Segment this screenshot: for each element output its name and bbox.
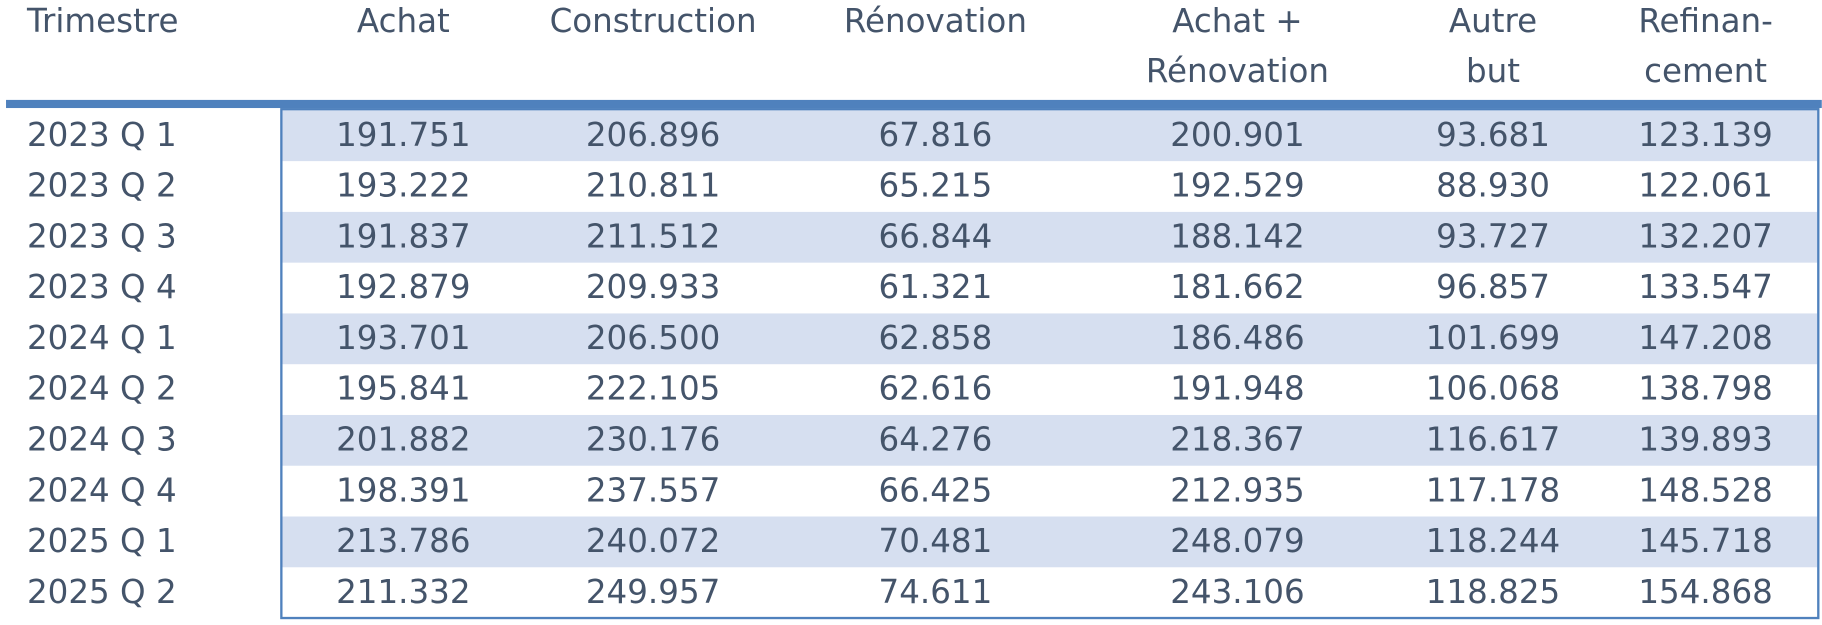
cell: 145.718 bbox=[1638, 522, 1772, 560]
cell: 122.061 bbox=[1638, 167, 1772, 205]
cell: 230.176 bbox=[586, 421, 720, 459]
cell: 148.528 bbox=[1638, 471, 1772, 509]
cell: 222.105 bbox=[586, 370, 720, 408]
cell: 123.139 bbox=[1638, 116, 1772, 154]
cell: 248.079 bbox=[1170, 522, 1304, 560]
cell: 66.844 bbox=[879, 217, 993, 255]
cell: 66.425 bbox=[879, 471, 993, 509]
header-cell: but bbox=[1466, 52, 1520, 90]
header-cell: Rénovation bbox=[1146, 52, 1329, 90]
row-label: 2024 Q 2 bbox=[27, 370, 177, 408]
cell: 93.727 bbox=[1436, 217, 1550, 255]
cell: 186.486 bbox=[1170, 319, 1304, 357]
cell: 106.068 bbox=[1426, 370, 1560, 408]
header-rule bbox=[6, 99, 1822, 109]
cell: 88.930 bbox=[1436, 167, 1550, 205]
cell: 209.933 bbox=[586, 268, 720, 306]
row-backgrounds bbox=[282, 110, 1818, 568]
header-cell: Rénovation bbox=[844, 2, 1027, 40]
cell: 206.500 bbox=[586, 319, 720, 357]
cell: 62.616 bbox=[879, 370, 993, 408]
cell: 93.681 bbox=[1436, 116, 1550, 154]
cell: 192.879 bbox=[336, 268, 470, 306]
header-cell: cement bbox=[1644, 52, 1767, 90]
cell: 193.701 bbox=[336, 319, 470, 357]
cell: 96.857 bbox=[1436, 268, 1550, 306]
row-label: 2025 Q 2 bbox=[27, 573, 177, 611]
cell: 218.367 bbox=[1170, 421, 1304, 459]
row-shading bbox=[282, 313, 1818, 365]
row-shading bbox=[282, 211, 1818, 263]
row-label: 2025 Q 1 bbox=[27, 522, 177, 560]
cell: 67.816 bbox=[879, 116, 993, 154]
cell: 65.215 bbox=[879, 167, 993, 205]
row-shading bbox=[282, 516, 1818, 568]
row-shading bbox=[282, 414, 1818, 466]
cell: 70.481 bbox=[879, 522, 993, 560]
cell: 74.611 bbox=[879, 573, 993, 611]
cell: 61.321 bbox=[879, 268, 993, 306]
cell: 117.178 bbox=[1426, 471, 1560, 509]
cell: 212.935 bbox=[1170, 471, 1304, 509]
cell: 154.868 bbox=[1638, 573, 1772, 611]
table-border bbox=[280, 108, 1820, 620]
row-label: 2023 Q 2 bbox=[27, 167, 177, 205]
header-cell: Refinan- bbox=[1638, 2, 1773, 40]
cell: 206.896 bbox=[586, 116, 720, 154]
cell: 200.901 bbox=[1170, 116, 1304, 154]
cell: 101.699 bbox=[1426, 319, 1560, 357]
cell: 132.207 bbox=[1638, 217, 1772, 255]
cell: 211.332 bbox=[336, 573, 470, 611]
row-label: 2023 Q 1 bbox=[27, 116, 177, 154]
cell: 133.547 bbox=[1638, 268, 1772, 306]
cell: 198.391 bbox=[336, 471, 470, 509]
cell: 118.244 bbox=[1426, 522, 1560, 560]
cell: 191.948 bbox=[1170, 370, 1304, 408]
row-label: 2024 Q 3 bbox=[27, 421, 177, 459]
cell: 181.662 bbox=[1170, 268, 1304, 306]
cell: 116.617 bbox=[1426, 421, 1560, 459]
cell: 213.786 bbox=[336, 522, 470, 560]
row-label: 2024 Q 4 bbox=[27, 471, 177, 509]
cell: 249.957 bbox=[586, 573, 720, 611]
header-cell: Achat + bbox=[1172, 2, 1302, 40]
cell: 211.512 bbox=[586, 217, 720, 255]
cell: 193.222 bbox=[336, 167, 470, 205]
cell: 147.208 bbox=[1638, 319, 1772, 357]
header-cell: Trimestre bbox=[26, 2, 179, 40]
cell: 139.893 bbox=[1638, 421, 1772, 459]
cell: 243.106 bbox=[1170, 573, 1304, 611]
cell: 191.837 bbox=[336, 217, 470, 255]
cell: 210.811 bbox=[586, 167, 720, 205]
cell: 237.557 bbox=[586, 471, 720, 509]
row-label: 2023 Q 3 bbox=[27, 217, 177, 255]
cell: 191.751 bbox=[336, 116, 470, 154]
cell: 240.072 bbox=[586, 522, 720, 560]
row-shading bbox=[282, 110, 1818, 162]
cell: 192.529 bbox=[1170, 167, 1304, 205]
cell: 201.882 bbox=[336, 421, 470, 459]
cell: 64.276 bbox=[879, 421, 993, 459]
header-cell: Autre bbox=[1449, 2, 1537, 40]
cell: 195.841 bbox=[336, 370, 470, 408]
cell: 138.798 bbox=[1638, 370, 1772, 408]
cell: 188.142 bbox=[1170, 217, 1304, 255]
row-label: 2024 Q 1 bbox=[27, 319, 177, 357]
cell: 62.858 bbox=[879, 319, 993, 357]
row-label: 2023 Q 4 bbox=[27, 268, 177, 306]
header-cell: Construction bbox=[550, 2, 757, 40]
header-cell: Achat bbox=[357, 2, 450, 40]
cell: 118.825 bbox=[1426, 573, 1560, 611]
